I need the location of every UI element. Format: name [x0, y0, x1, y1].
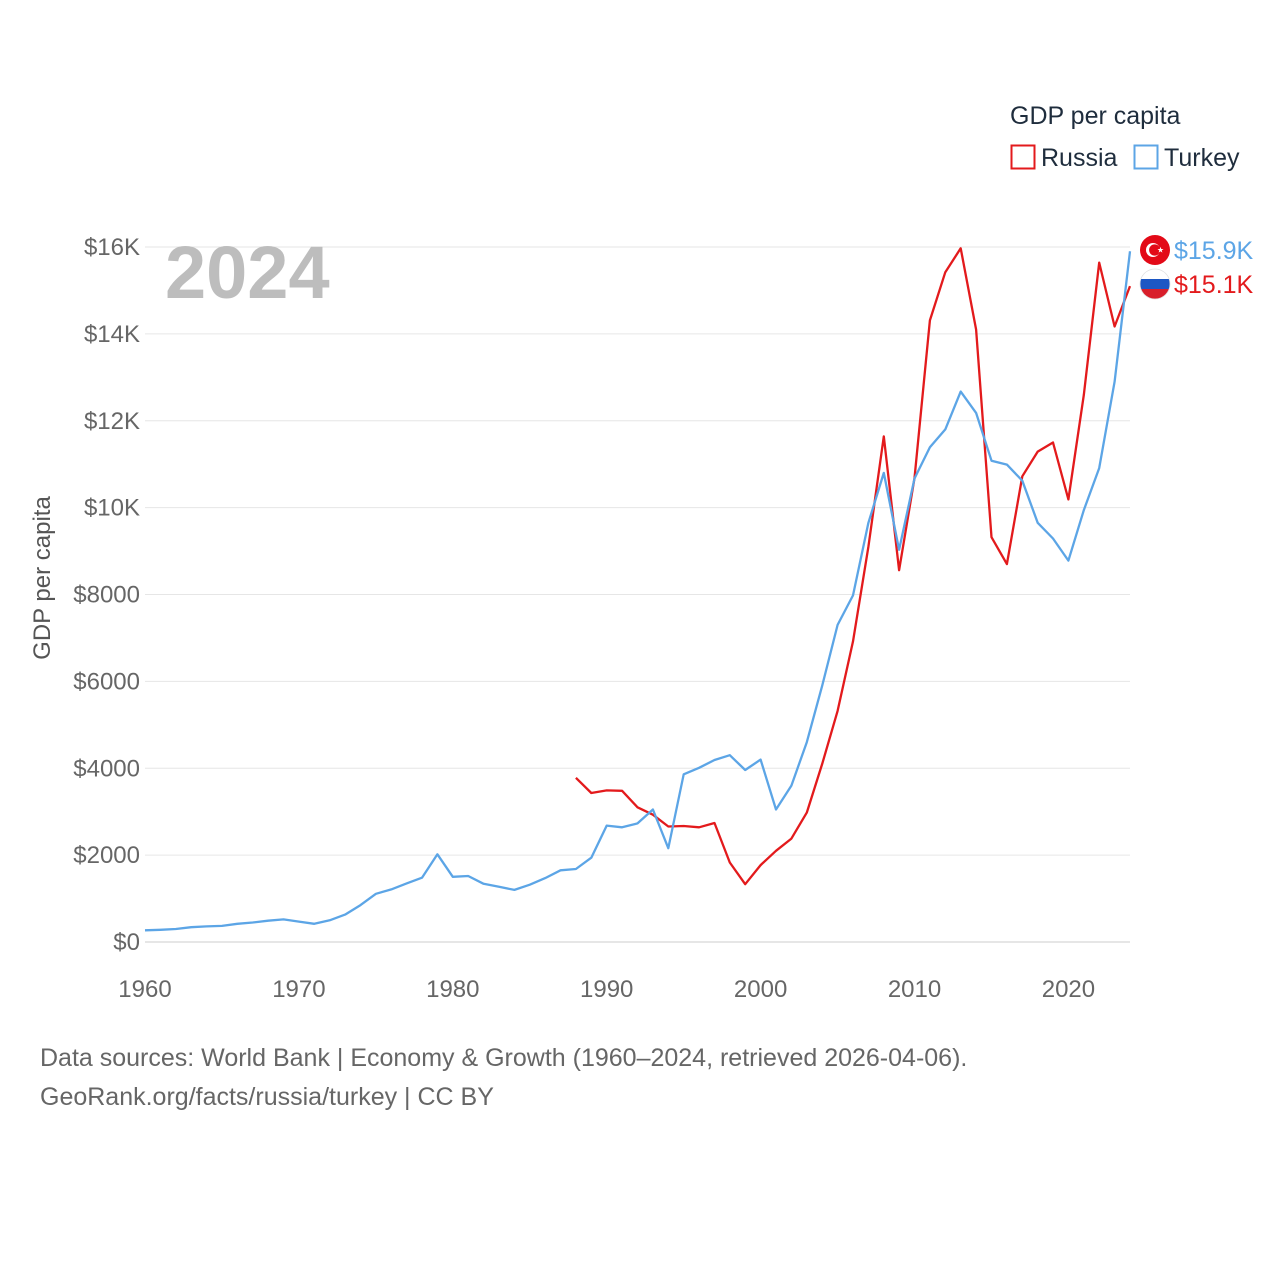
y-tick-label: $8000	[73, 582, 140, 609]
y-axis-label: GDP per capita	[29, 496, 56, 660]
legend-swatch-turkey[interactable]	[1133, 144, 1159, 170]
legend-label-russia[interactable]: Russia	[1041, 144, 1118, 172]
end-label-turkey: $15.9K	[1174, 237, 1254, 265]
y-tick-label: $10K	[84, 495, 140, 522]
year-label: 2024	[165, 231, 330, 314]
y-tick-label: $2000	[73, 842, 140, 869]
y-tick-label: $14K	[84, 321, 140, 348]
series-lines	[144, 247, 1132, 932]
series-endpoints: $15.9K $15.1K	[1139, 235, 1254, 300]
y-tick-label: $4000	[73, 755, 140, 782]
source-line-1: Data sources: World Bank | Economy & Gro…	[40, 1044, 968, 1072]
end-label-russia: $15.1K	[1174, 271, 1254, 299]
y-axis: $0 $2000 $4000 $6000 $8000 $10K $12K $14K $16K	[73, 234, 140, 956]
x-tick-label: 2000	[734, 976, 787, 1003]
x-tick-label: 1970	[272, 976, 325, 1003]
y-tick-label: $16K	[84, 234, 140, 261]
legend-swatch-russia[interactable]	[1010, 144, 1036, 170]
legend-label-turkey[interactable]: Turkey	[1164, 144, 1240, 172]
x-tick-label: 2010	[888, 976, 941, 1003]
source-line-2[interactable]: GeoRank.org/facts/russia/turkey | CC BY	[40, 1083, 494, 1111]
x-tick-label: 1990	[580, 976, 633, 1003]
series-line-russia	[575, 247, 1132, 886]
series-line-turkey	[144, 251, 1132, 932]
legend-title: GDP per capita	[1010, 102, 1181, 130]
x-tick-label: 1980	[426, 976, 479, 1003]
x-tick-label: 2020	[1042, 976, 1095, 1003]
legend: GDP per capita Russia Turkey	[1010, 102, 1240, 172]
x-axis: 1960 1970 1980 1990 2000 2010 2020	[118, 976, 1095, 1003]
gridlines	[145, 246, 1130, 943]
x-tick-label: 1960	[118, 976, 171, 1003]
turkey-flag-icon	[1140, 235, 1170, 265]
y-tick-label: $12K	[84, 408, 140, 435]
y-tick-label: $6000	[73, 668, 140, 695]
russia-flag-icon	[1139, 268, 1171, 300]
y-tick-label: $0	[113, 929, 140, 956]
